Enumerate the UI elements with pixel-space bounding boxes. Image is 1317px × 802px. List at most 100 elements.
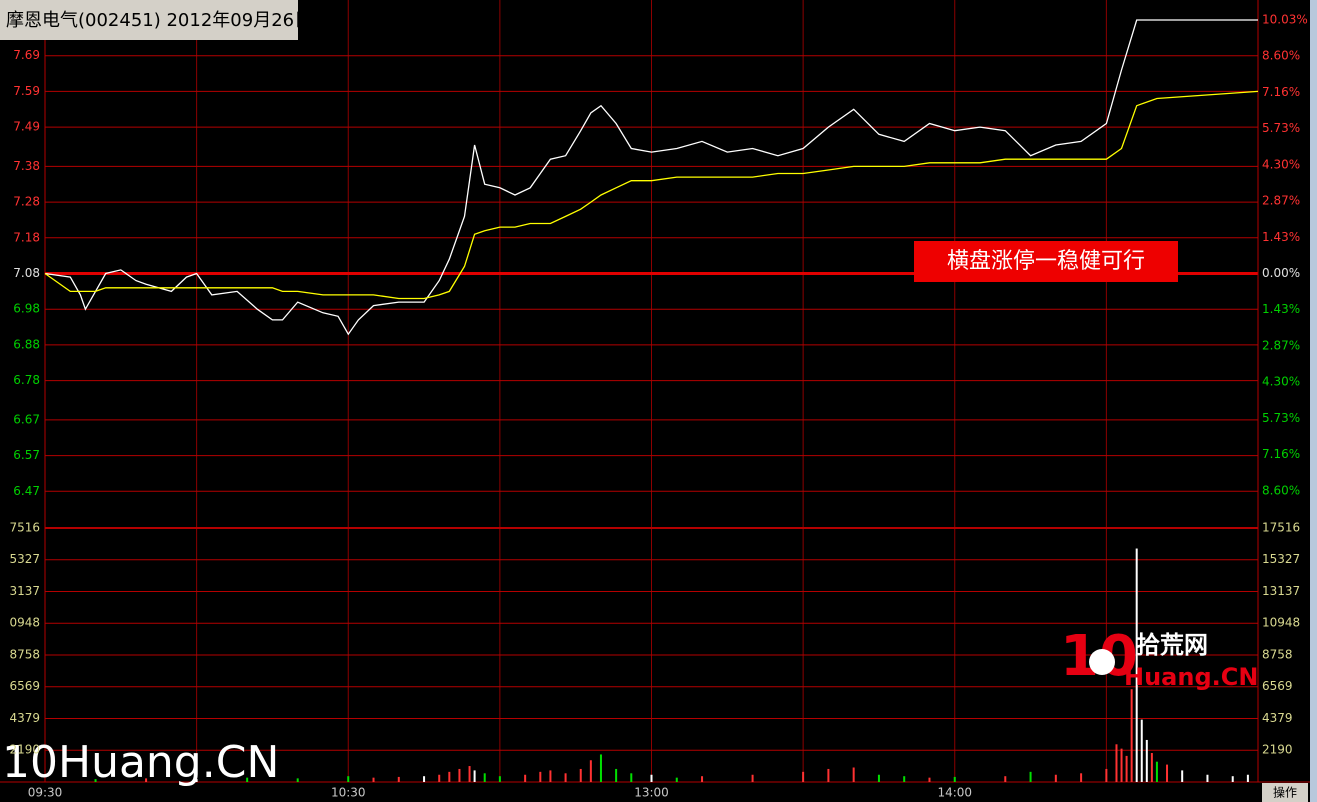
- volume-bar: [1080, 773, 1083, 782]
- logo: 10 拾荒网 Huang.CN: [1060, 624, 1258, 691]
- volume-bar: [1206, 774, 1209, 782]
- logo-domain: Huang.CN: [1124, 663, 1258, 691]
- y2-tick-label: 2.87%: [1262, 339, 1300, 353]
- y-tick-label: 6569: [9, 679, 40, 693]
- y2-tick-label: 8758: [1262, 648, 1293, 662]
- y2-tick-label: 8.60%: [1262, 483, 1300, 497]
- volume-bar: [1155, 761, 1158, 782]
- button[interactable]: [1262, 783, 1308, 802]
- x-tick-label: 14:00: [937, 786, 972, 800]
- volume-bar: [145, 778, 148, 782]
- y-tick-label: 6.57: [13, 448, 40, 462]
- volume-bar: [498, 776, 501, 782]
- y-tick-label: 7.38: [13, 159, 40, 173]
- volume-bar: [1166, 764, 1169, 782]
- y-tick-label: 6.67: [13, 412, 40, 426]
- y2-tick-label: 5.73%: [1262, 411, 1300, 425]
- volume-bar: [539, 771, 542, 782]
- volume-bar: [372, 777, 375, 782]
- volume-bar: [827, 768, 830, 782]
- volume-bar: [1140, 719, 1143, 782]
- y2-tick-label: 4.30%: [1262, 157, 1300, 171]
- chart-title: 摩恩电气(002451) 2012年09月26日: [6, 10, 312, 31]
- watermark: 10Huang.CN: [2, 737, 279, 788]
- x-tick-label: 10:30: [331, 786, 366, 800]
- y2-tick-label: 7.16%: [1262, 447, 1300, 461]
- y-tick-label: 5327: [9, 552, 40, 566]
- y2-tick-label: 13137: [1262, 584, 1300, 598]
- y2-tick-label: 17516: [1262, 521, 1300, 535]
- y-tick-label: 6.98: [13, 302, 40, 316]
- logo-name: 拾荒网: [1136, 631, 1208, 659]
- y2-tick-label: 15327: [1262, 552, 1300, 566]
- price-line: [44, 90, 1259, 300]
- y2-tick-label: 4.30%: [1262, 375, 1300, 389]
- volume-bar: [1115, 744, 1118, 782]
- volume-bar: [1004, 776, 1007, 782]
- y-tick-label: 7.18: [13, 230, 40, 244]
- volume-bar: [448, 771, 451, 782]
- volume-bar: [1029, 771, 1032, 782]
- volume-bar: [483, 773, 486, 782]
- volume-bar: [701, 776, 704, 782]
- y-tick-label: 2190: [9, 743, 40, 757]
- volume-bar: [347, 776, 350, 782]
- volume-bar: [195, 779, 198, 782]
- y-tick-label: 4379: [9, 711, 40, 725]
- volume-bar: [296, 778, 299, 782]
- y2-tick-label: 1.43%: [1262, 230, 1300, 244]
- y2-tick-label: 6569: [1262, 679, 1293, 693]
- volume-bar: [630, 773, 633, 782]
- y2-tick-label: 2190: [1262, 743, 1293, 757]
- volume-bar: [1105, 768, 1108, 782]
- y-tick-label: 7.49: [13, 120, 40, 134]
- volume-bar: [549, 770, 552, 782]
- volume-bar: [397, 776, 400, 782]
- volume-bar: [1054, 774, 1057, 782]
- volume-bar: [589, 760, 592, 782]
- marks: [44, 19, 1259, 782]
- volume-bar: [953, 776, 956, 782]
- volume-bar: [468, 766, 471, 782]
- volume-bar: [423, 776, 426, 782]
- y2-tick-label: 0.00%: [1262, 266, 1300, 280]
- volume-bar: [438, 774, 441, 782]
- volume-bar: [458, 768, 461, 782]
- volume-bar: [852, 767, 855, 782]
- logo-gear: [1089, 649, 1115, 675]
- scrollbar: [1310, 0, 1317, 802]
- button-label[interactable]: 操作: [1273, 785, 1297, 800]
- title-box: [0, 0, 298, 40]
- y-tick-label: 6.88: [13, 337, 40, 351]
- volume-bar: [473, 770, 476, 782]
- annotation: 横盘涨停一稳健可行: [947, 249, 1145, 274]
- y-tick-label: 8758: [9, 648, 40, 662]
- volume-bar: [650, 774, 653, 782]
- volume-bar: [599, 754, 602, 782]
- y-tick-label: 6.78: [13, 373, 40, 387]
- grid: [0, 0, 1310, 783]
- volume-bar: [246, 777, 249, 782]
- volume-bar: [1120, 748, 1123, 782]
- volume-bar: [802, 771, 805, 782]
- y2-tick-label: 10948: [1262, 616, 1300, 630]
- volume-bar: [1181, 770, 1184, 782]
- volume-bar: [564, 773, 567, 782]
- annotation-box: [914, 241, 1178, 282]
- volume-bar: [94, 779, 97, 782]
- volume-bar: [903, 776, 906, 782]
- price-line: [44, 19, 1258, 336]
- y-tick-label: 0948: [9, 616, 40, 630]
- volume-bar: [1150, 752, 1153, 782]
- y2-tick-label: 7.16%: [1262, 85, 1300, 99]
- volume-bar: [751, 774, 754, 782]
- volume-bar: [615, 768, 618, 782]
- y-tick-label: 3137: [9, 584, 40, 598]
- y2-tick-label: 5.73%: [1262, 121, 1300, 135]
- volume-bar: [1125, 755, 1128, 782]
- y-tick-label: 7.69: [13, 48, 40, 62]
- y-tick-label: 7.59: [13, 84, 40, 98]
- volume-bar: [675, 777, 678, 782]
- volume-bar: [877, 774, 880, 782]
